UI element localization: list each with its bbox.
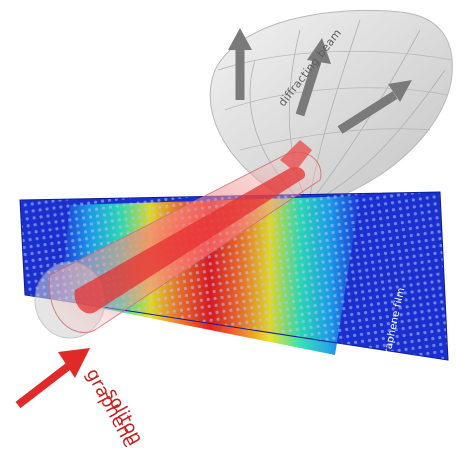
diffraction-cone [209,9,453,206]
soliton-tube [34,140,322,339]
input-arrow [15,348,90,409]
beam-arrow-1 [228,28,252,100]
graphene-soliton-diagram: diffracting beam graphene film graphene … [15,9,453,451]
beam-arrow-3 [337,80,412,134]
diagram-canvas [15,9,453,409]
beam-arrows [228,28,412,134]
beam-arrow-2 [295,38,331,117]
